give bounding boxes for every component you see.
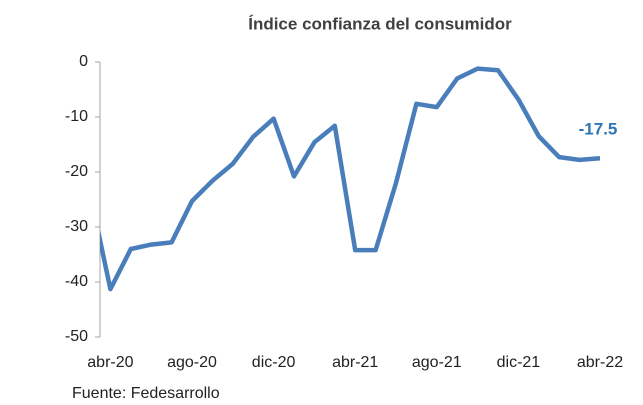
x-tick-label: abr-22 — [577, 354, 623, 371]
chart-title: Índice confianza del consumidor — [248, 14, 512, 33]
source: Fuente: Fedesarrollo — [72, 385, 220, 400]
x-tick-label: abr-21 — [332, 354, 378, 371]
y-tick-label: -20 — [65, 163, 88, 180]
y-tick-label: -10 — [65, 108, 88, 125]
x-tick-label: dic-20 — [252, 354, 296, 371]
y-tick-label: -50 — [65, 328, 88, 345]
x-tick-label: ago-20 — [167, 354, 217, 371]
y-tick-label: 0 — [79, 53, 88, 70]
x-tick-label: dic-21 — [497, 354, 541, 371]
x-tick-label: abr-20 — [87, 354, 133, 371]
y-tick-label: -40 — [65, 273, 88, 290]
annotation: -17.5 — [579, 120, 618, 139]
x-tick-label: ago-21 — [412, 354, 462, 371]
y-tick-label: -30 — [65, 218, 88, 235]
line — [100, 66, 601, 292]
